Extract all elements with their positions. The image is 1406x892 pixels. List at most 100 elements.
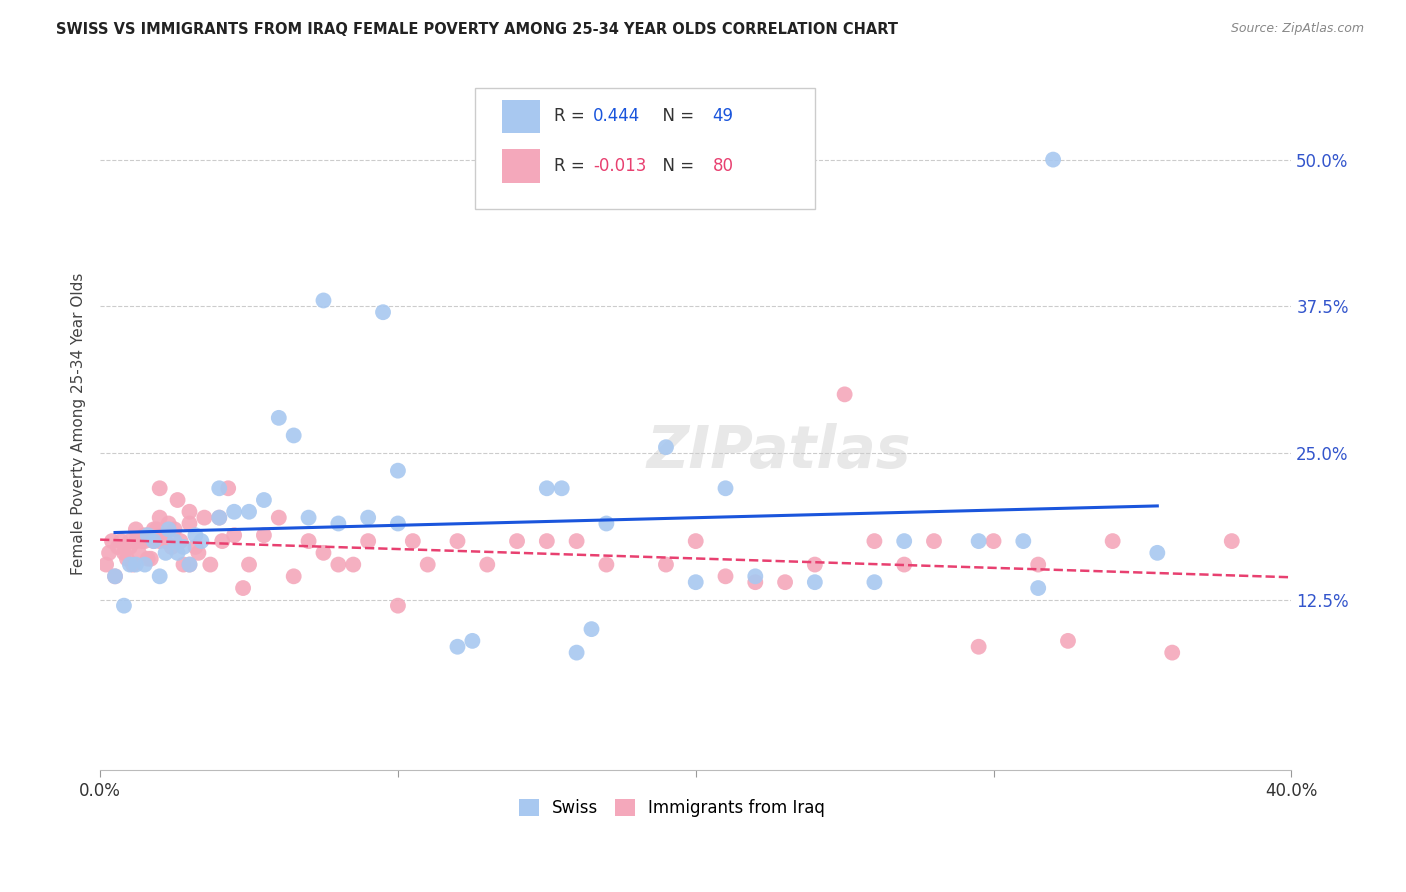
Point [1220, 534, 1243, 549]
Point [152, 528, 174, 542]
Point [134, 558, 156, 572]
Point [224, 505, 246, 519]
Point [416, 558, 439, 572]
Point [145, 522, 167, 536]
Point [125, 522, 148, 536]
Point [139, 551, 162, 566]
Point [983, 534, 1005, 549]
Point [160, 540, 183, 554]
Point [967, 640, 990, 654]
Point [328, 558, 350, 572]
Point [328, 516, 350, 531]
Point [112, 599, 135, 613]
Point [217, 481, 239, 495]
Point [387, 516, 409, 531]
Point [804, 575, 827, 590]
Point [1042, 153, 1064, 167]
Point [506, 534, 529, 549]
Point [744, 569, 766, 583]
Point [190, 534, 212, 549]
Legend: Swiss, Immigrants from Iraq: Swiss, Immigrants from Iraq [512, 792, 832, 824]
Text: N =: N = [651, 107, 699, 125]
Point [149, 481, 172, 495]
Point [112, 546, 135, 560]
Point [187, 546, 209, 560]
Point [461, 633, 484, 648]
Point [283, 428, 305, 442]
Point [834, 387, 856, 401]
Point [357, 534, 380, 549]
Point [446, 534, 468, 549]
Point [685, 534, 707, 549]
Point [238, 558, 260, 572]
Point [134, 528, 156, 542]
Point [208, 510, 231, 524]
Point [173, 558, 195, 572]
FancyBboxPatch shape [502, 100, 540, 133]
Point [595, 516, 617, 531]
Point [211, 534, 233, 549]
Point [173, 540, 195, 554]
Point [208, 481, 231, 495]
Point [1057, 633, 1080, 648]
Point [967, 534, 990, 549]
Point [804, 558, 827, 572]
Point [200, 558, 222, 572]
Point [342, 558, 364, 572]
Point [536, 481, 558, 495]
Point [163, 534, 186, 549]
Point [122, 558, 145, 572]
Point [163, 522, 186, 536]
Text: 80: 80 [713, 157, 734, 175]
Point [685, 575, 707, 590]
Point [125, 534, 148, 549]
Point [224, 528, 246, 542]
Point [125, 558, 148, 572]
Point [232, 581, 254, 595]
Point [581, 622, 603, 636]
Point [136, 551, 159, 566]
Point [1012, 534, 1035, 549]
Point [118, 534, 141, 549]
FancyBboxPatch shape [502, 150, 540, 183]
Point [169, 534, 191, 549]
Point [312, 546, 335, 560]
Text: R =: R = [554, 107, 591, 125]
Point [179, 558, 201, 572]
Point [131, 534, 153, 549]
Text: SWISS VS IMMIGRANTS FROM IRAQ FEMALE POVERTY AMONG 25-34 YEAR OLDS CORRELATION C: SWISS VS IMMIGRANTS FROM IRAQ FEMALE POV… [56, 22, 898, 37]
Point [107, 540, 129, 554]
Point [142, 522, 165, 536]
Point [179, 505, 201, 519]
Point [714, 569, 737, 583]
Point [387, 464, 409, 478]
Point [149, 510, 172, 524]
Point [166, 493, 188, 508]
Point [149, 569, 172, 583]
Point [118, 558, 141, 572]
Point [155, 534, 177, 549]
Point [922, 534, 945, 549]
Text: -0.013: -0.013 [593, 157, 647, 175]
Point [238, 505, 260, 519]
Point [565, 534, 588, 549]
Point [128, 546, 150, 560]
Point [179, 558, 201, 572]
Point [115, 551, 138, 566]
Point [166, 546, 188, 560]
Point [402, 534, 425, 549]
Point [744, 575, 766, 590]
Text: ZIPatlas: ZIPatlas [647, 423, 911, 480]
Point [157, 522, 180, 536]
Point [1026, 581, 1049, 595]
Point [101, 534, 124, 549]
Point [893, 558, 915, 572]
Text: 0.444: 0.444 [593, 107, 641, 125]
Point [104, 569, 127, 583]
Point [184, 540, 207, 554]
Point [94, 558, 117, 572]
Point [104, 569, 127, 583]
Point [184, 528, 207, 542]
Point [267, 510, 290, 524]
Y-axis label: Female Poverty Among 25-34 Year Olds: Female Poverty Among 25-34 Year Olds [72, 273, 86, 575]
